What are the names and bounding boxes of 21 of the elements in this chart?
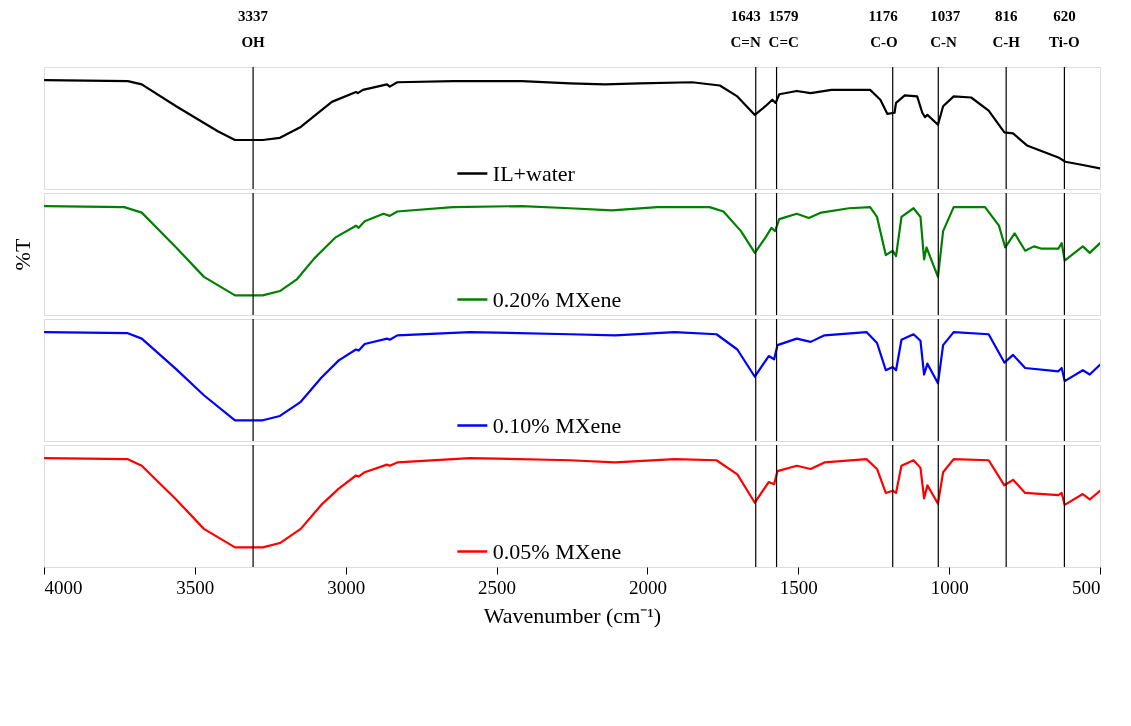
legend-label: 0.20% MXene [492, 286, 622, 312]
legend-label: IL+water [492, 160, 576, 186]
ref-line-label: 1579 C=C [768, 8, 799, 50]
x-tick-label: 3500 [176, 576, 215, 598]
ref-line-label: 1037 C-N [930, 8, 961, 50]
y-axis-title: %T [9, 238, 35, 271]
ref-line-label: 816 C-H [992, 8, 1021, 50]
ref-line-label: 1176 C-O [868, 8, 899, 50]
x-tick-label: 500 [1072, 576, 1101, 598]
ref-line-label: 620 Ti-O [1049, 8, 1080, 50]
x-tick-label: 3000 [327, 576, 366, 598]
x-tick-label: 4000 [44, 576, 83, 598]
ref-line-label: 1643 C=N [730, 8, 761, 50]
legend-label: 0.10% MXene [492, 412, 622, 438]
x-tick-label: 1500 [779, 576, 818, 598]
x-tick-label: 2500 [478, 576, 517, 598]
x-tick-label: 1000 [930, 576, 969, 598]
legend-label: 0.05% MXene [492, 538, 622, 564]
ref-line-label: 3337 OH [238, 8, 269, 50]
x-tick-label: 2000 [628, 576, 667, 598]
x-axis-title: Wavenumber (cm⁻¹) [483, 602, 662, 628]
